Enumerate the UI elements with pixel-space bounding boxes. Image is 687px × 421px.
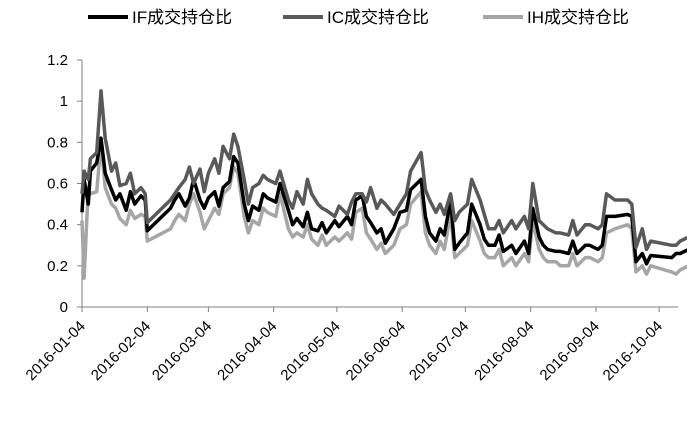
- series-line-2: [80, 140, 687, 280]
- x-tick-label: 2016-09-04: [537, 318, 603, 384]
- y-tick-label: 0: [60, 299, 68, 316]
- x-tick-label: 2016-10-04: [600, 318, 666, 384]
- legend: IF成交持仓比 IC成交持仓比 IH成交持仓比: [88, 8, 629, 27]
- legend-label: IC成交持仓比: [327, 8, 429, 27]
- series-line-1: [80, 89, 687, 252]
- x-tick-label: 2016-05-04: [277, 318, 343, 384]
- y-tick-label: 0.2: [47, 258, 68, 275]
- legend-label: IH成交持仓比: [527, 8, 629, 27]
- y-tick-label: 0.4: [47, 217, 68, 234]
- y-tick-label: 1: [60, 93, 68, 110]
- y-tick-label: 1.2: [47, 52, 68, 69]
- x-tick-label: 2016-07-04: [406, 318, 472, 384]
- x-tick-label: 2016-03-04: [149, 318, 215, 384]
- x-tick-label: 2016-08-04: [471, 318, 537, 384]
- series-line-0: [80, 136, 687, 266]
- y-tick-label: 0.6: [47, 176, 68, 193]
- y-tick-label: 0.8: [47, 134, 68, 151]
- x-tick-label: 2016-01-04: [23, 318, 89, 384]
- series-group: [80, 89, 687, 280]
- x-tick-label: 2016-02-04: [88, 318, 154, 384]
- legend-label: IF成交持仓比: [132, 8, 232, 27]
- x-tick-label: 2016-06-04: [343, 318, 409, 384]
- x-tick-label: 2016-04-04: [214, 318, 280, 384]
